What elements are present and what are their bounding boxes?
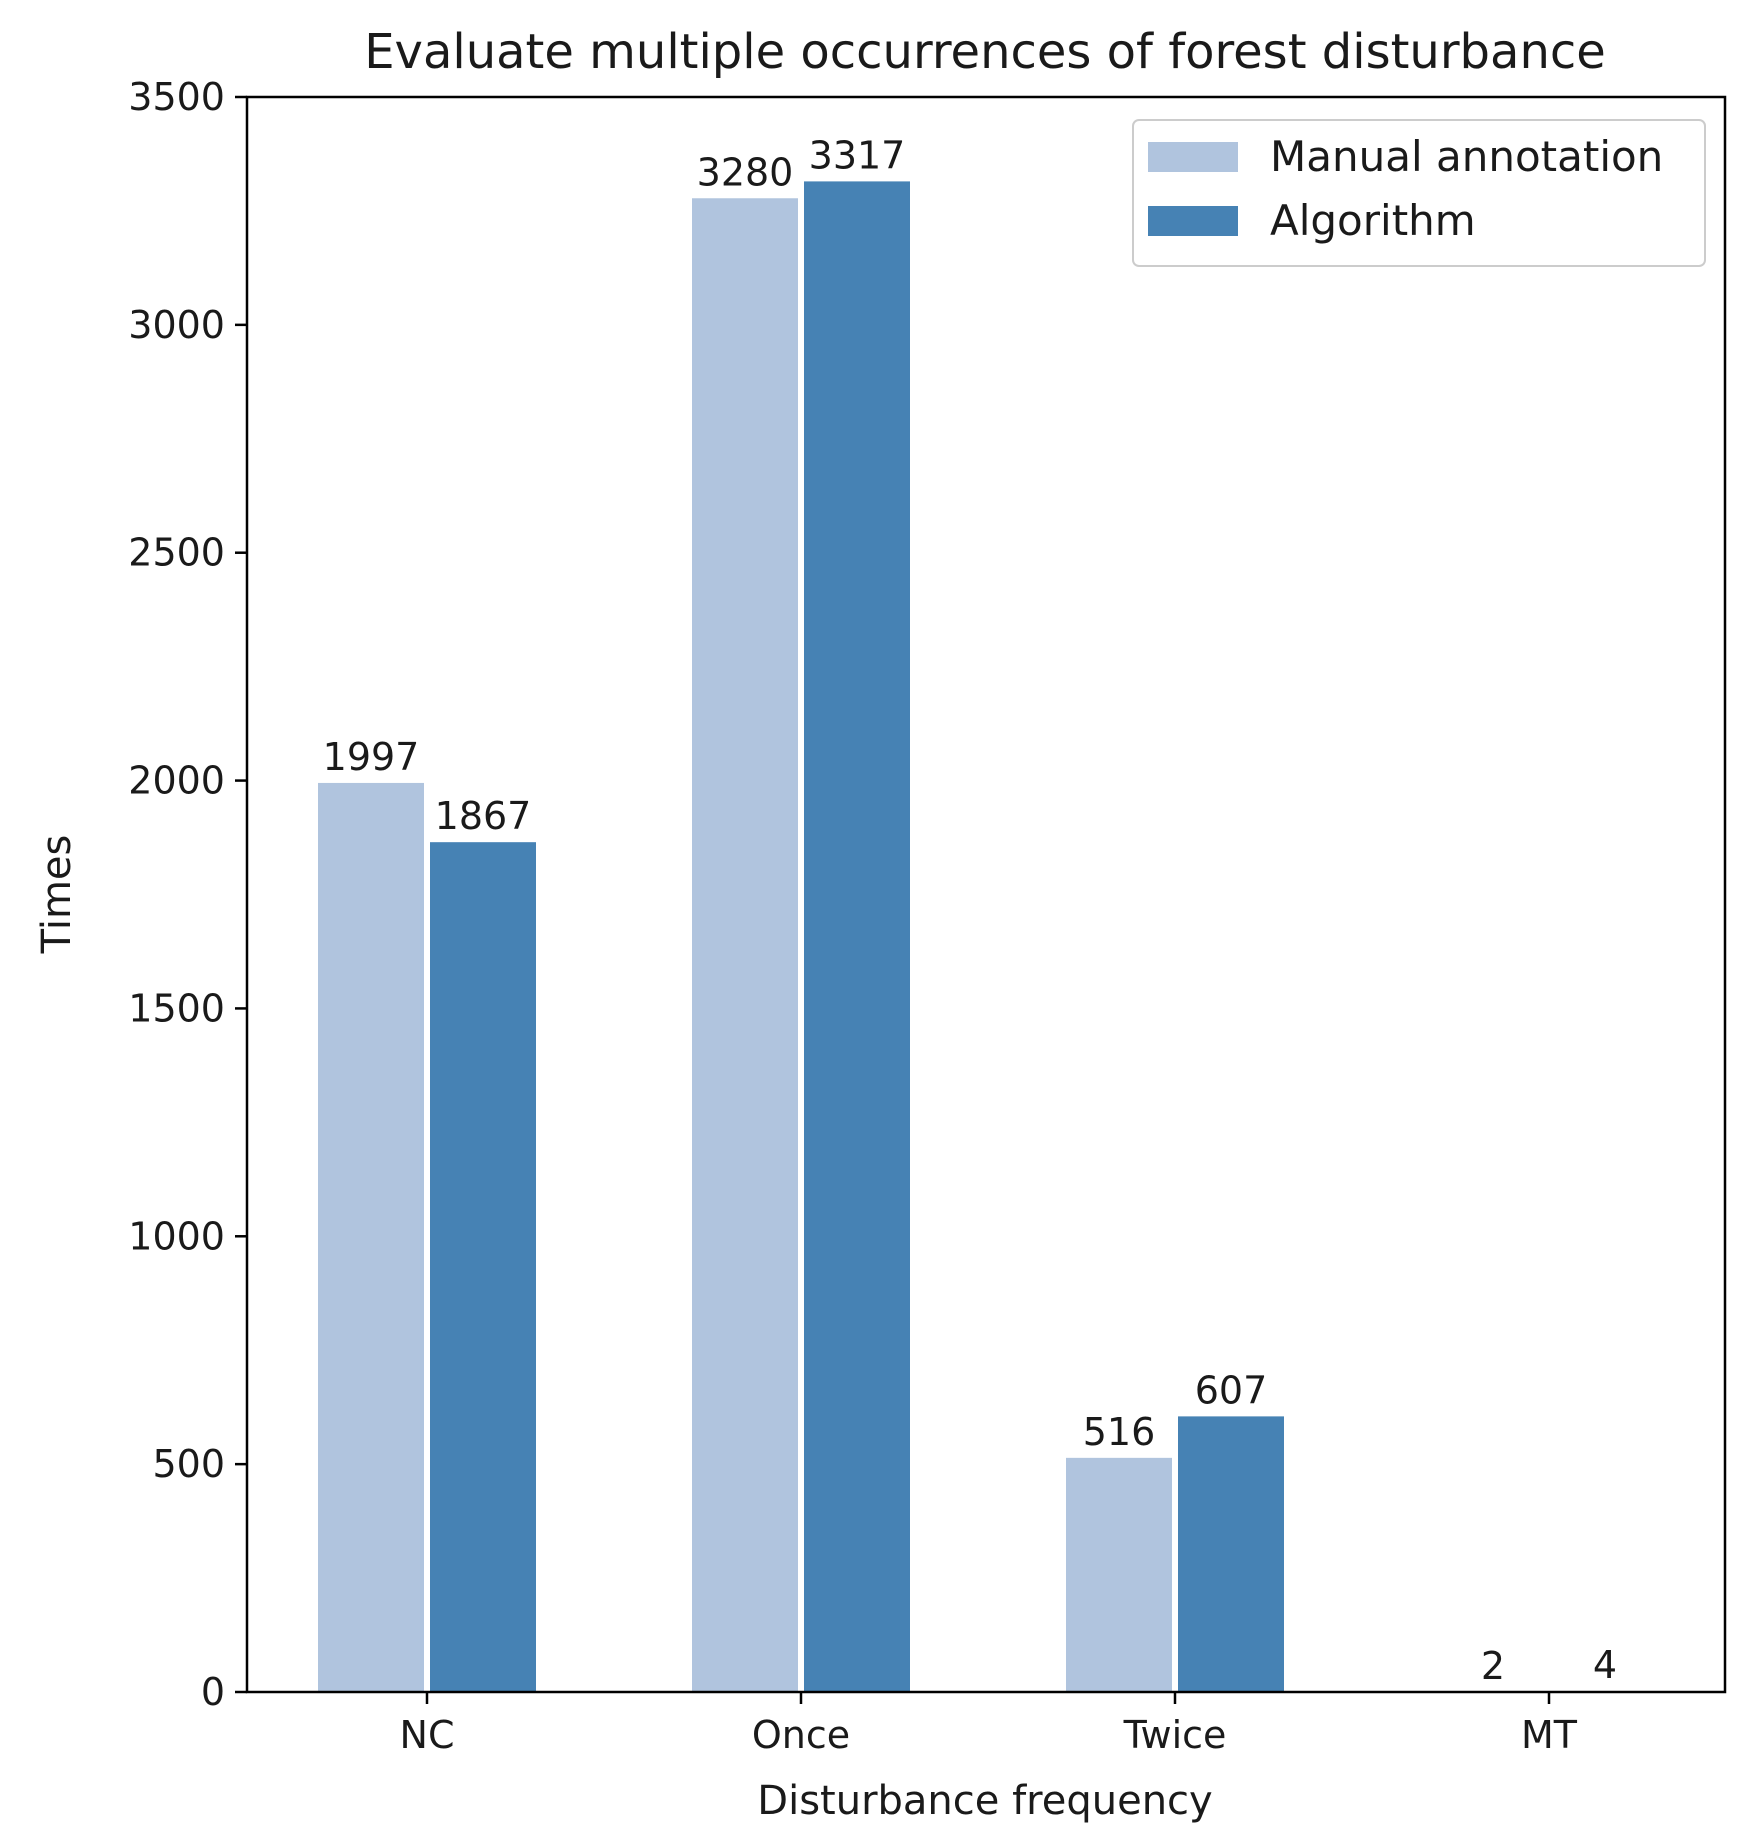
plot-frame [245,95,1727,1694]
legend-box [1132,119,1706,267]
legend-swatch-algorithm [1148,206,1238,236]
legend-label-algorithm: Algorithm [1270,196,1476,245]
x-axis-label: Disturbance frequency [757,1778,1212,1824]
data-label-manual-annotation-twice: 516 [1083,1410,1156,1454]
bar-algorithm-nc [428,840,538,1693]
y-tick-label: 0 [201,1670,225,1714]
bars [316,179,1660,1694]
bar-manual-annotation-twice [1064,1455,1174,1694]
y-tick-label: 1000 [128,1214,225,1258]
data-label-algorithm-once: 3317 [809,133,906,177]
chart-title: Evaluate multiple occurrences of forest … [364,24,1606,80]
bar-manual-annotation-once [690,196,800,1693]
data-label-algorithm-nc: 1867 [435,794,532,838]
y-tick-label: 500 [152,1442,225,1486]
x-tick-label-twice: Twice [1123,1713,1227,1757]
x-tick-label-once: Once [752,1713,850,1757]
y-tick-label: 2500 [128,531,225,575]
legend: Manual annotation Algorithm [1132,119,1706,267]
data-label-algorithm-twice: 607 [1195,1368,1268,1412]
y-tick-label: 3000 [128,303,225,347]
x-tick-label-nc: NC [400,1713,455,1757]
data-label-manual-annotation-once: 3280 [697,150,794,194]
data-label-algorithm-mt: 4 [1593,1643,1617,1687]
bar-algorithm-once [802,179,912,1693]
legend-swatch-manual-annotation [1148,142,1238,172]
y-tick-label: 1500 [128,986,225,1030]
legend-label-manual-annotation: Manual annotation [1270,132,1663,181]
y-tick-label: 3500 [128,75,225,119]
y-axis-label: Times [34,835,80,955]
y-axis-ticks: 0 500 1000 1500 2000 2500 3000 3500 [128,75,247,1714]
data-labels: 1997 3280 516 2 1867 3317 607 4 [323,133,1617,1688]
y-tick-label: 2000 [128,759,225,803]
data-label-manual-annotation-nc: 1997 [323,735,420,779]
x-axis-ticks: NC Once Twice MT [400,1692,1578,1757]
bar-manual-annotation-nc [316,780,426,1693]
bar-algorithm-twice [1176,1414,1286,1694]
data-label-manual-annotation-mt: 2 [1481,1644,1505,1688]
x-tick-label-mt: MT [1521,1713,1578,1757]
